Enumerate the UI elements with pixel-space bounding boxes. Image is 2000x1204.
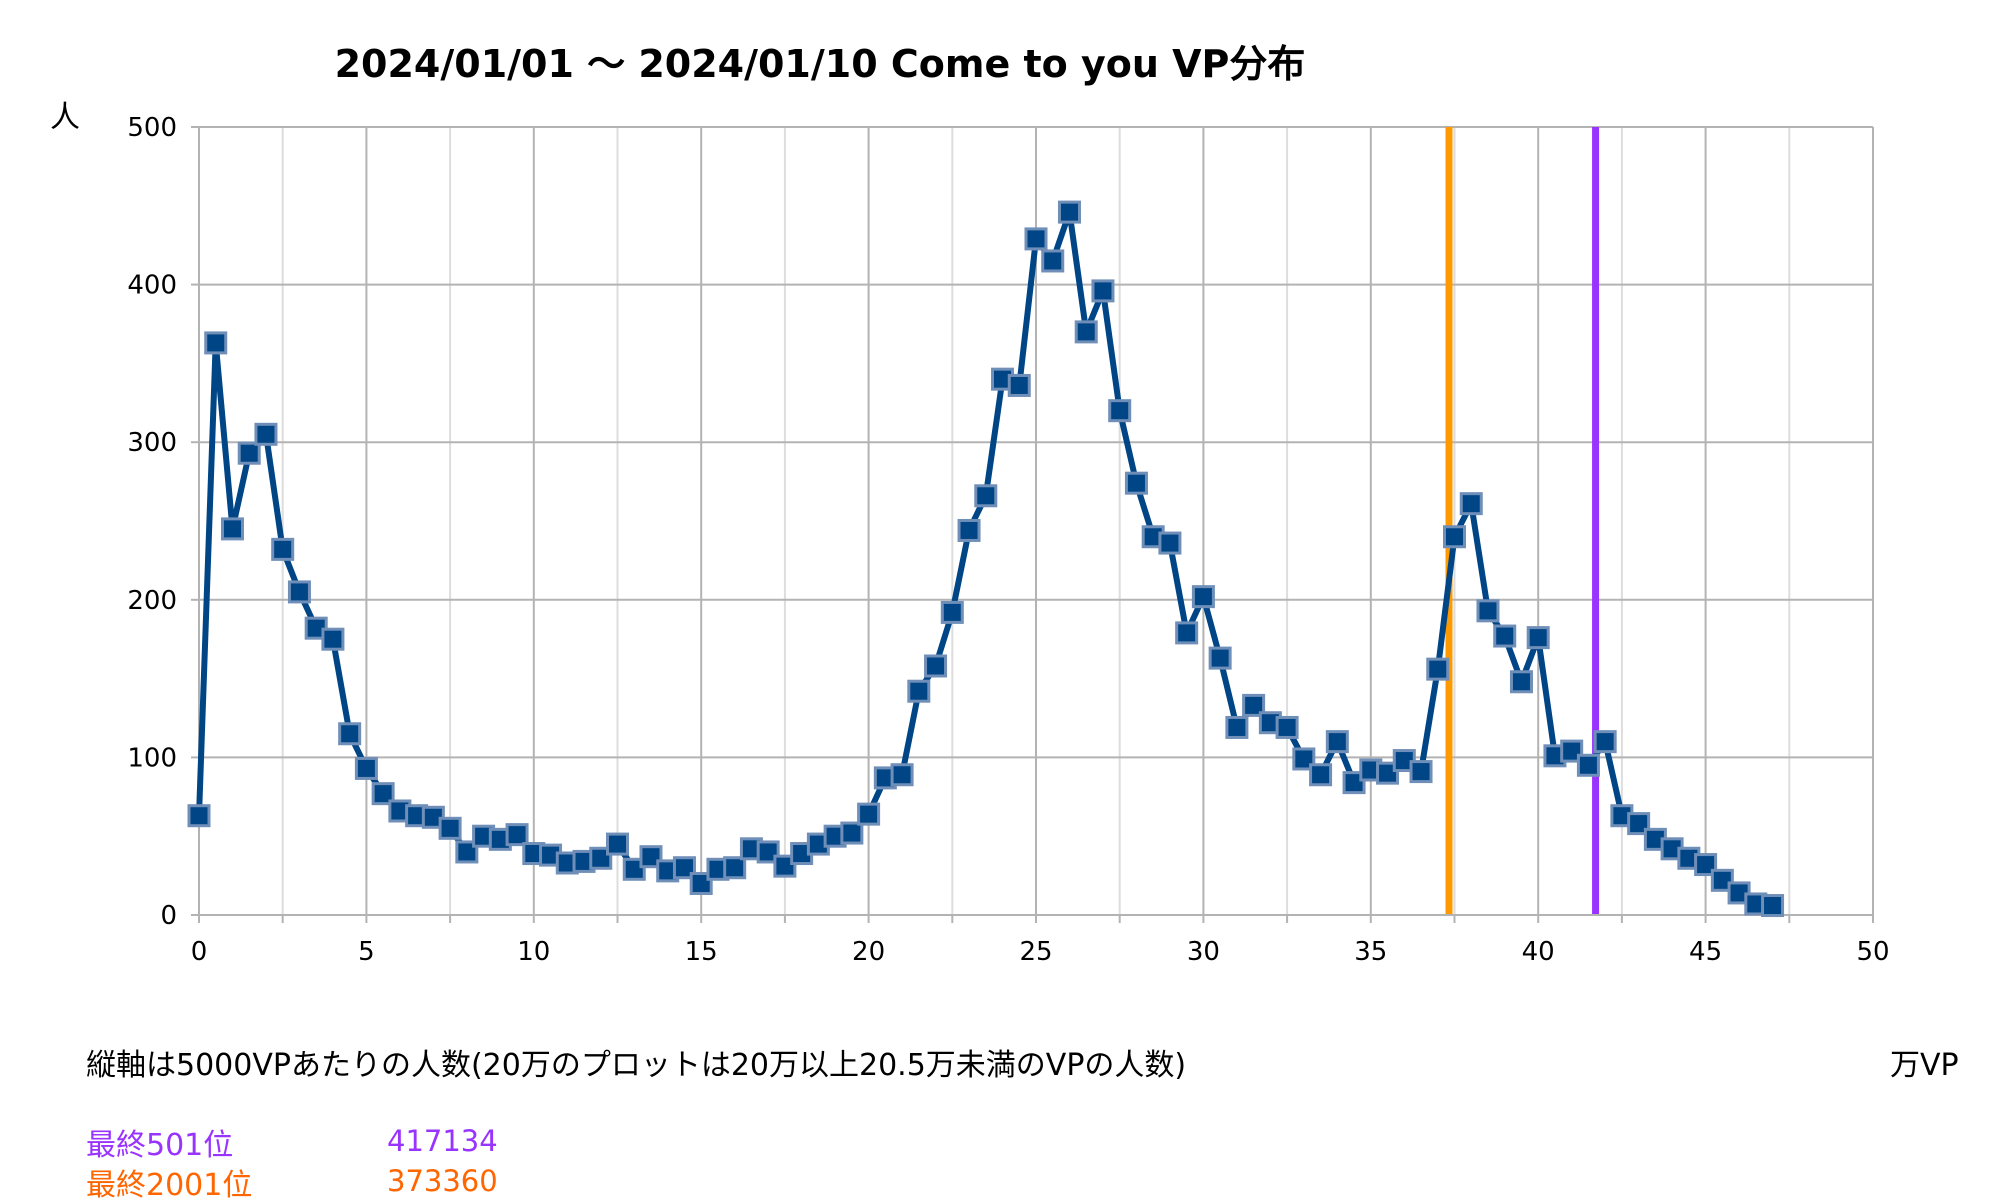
rank-2001-label: 最終2001位 [86, 1168, 253, 1203]
data-point [1309, 763, 1333, 787]
y-tick-label: 400 [127, 271, 177, 301]
data-point [1459, 492, 1483, 516]
data-point [1627, 812, 1651, 836]
data-point [672, 856, 696, 880]
y-tick-label: 200 [127, 586, 177, 616]
data-point [271, 537, 295, 561]
data-point [622, 857, 646, 881]
data-point [505, 823, 529, 847]
data-point [940, 600, 964, 624]
data-point [1593, 730, 1617, 754]
data-point [1409, 760, 1433, 784]
data-point [204, 331, 228, 355]
data-point [1493, 624, 1517, 648]
data-point [1576, 753, 1600, 777]
x-tick-label: 40 [1522, 937, 1555, 967]
data-point [907, 679, 931, 703]
y-axis-label: 人 [50, 100, 80, 135]
rank-2001-value: 373360 [387, 1164, 498, 1198]
y-tick-label: 0 [160, 901, 177, 931]
data-point [589, 846, 613, 870]
data-point [1057, 200, 1081, 224]
data-point [890, 763, 914, 787]
x-axis-unit-label: 万VP [1890, 1048, 1959, 1083]
data-point [1761, 894, 1785, 918]
data-point [438, 816, 462, 840]
axis-note: 縦軸は5000VPあたりの人数(20万のプロットは20万以上20.5万未満のVP… [86, 1048, 1187, 1083]
data-point [287, 580, 311, 604]
data-point [1325, 730, 1349, 754]
data-point [1208, 646, 1232, 670]
x-tick-label: 5 [358, 937, 375, 967]
data-point [1342, 771, 1366, 795]
x-tick-label: 0 [191, 937, 208, 967]
data-point [1191, 585, 1215, 609]
rank-501-label: 最終501位 [86, 1128, 234, 1163]
series-polyline [196, 209, 1773, 909]
data-point [1158, 531, 1182, 555]
x-tick-label: 25 [1019, 937, 1052, 967]
data-point [857, 802, 881, 826]
data-point [338, 722, 362, 746]
data-point [639, 845, 663, 869]
data-point [1560, 739, 1584, 763]
data-point [1376, 761, 1400, 785]
data-point [1426, 657, 1450, 681]
data-point [1225, 715, 1249, 739]
data-point [840, 821, 864, 845]
data-point [237, 441, 261, 465]
data-point [924, 654, 948, 678]
data-point [1242, 693, 1266, 717]
data-point [1074, 320, 1098, 344]
data-point [1526, 626, 1550, 650]
data-point [1091, 279, 1115, 303]
data-point [1443, 525, 1466, 549]
x-tick-labels: 0 5 10 15 20 25 30 35 40 45 50 [191, 937, 1890, 967]
data-point [1710, 868, 1734, 892]
data-point [723, 856, 747, 880]
x-tick-label: 20 [852, 937, 885, 967]
data-point [1108, 399, 1132, 423]
data-point [957, 518, 981, 542]
rank-501-value: 417134 [387, 1124, 498, 1158]
y-tick-label: 300 [127, 428, 177, 458]
reference-lines [1445, 127, 1600, 915]
x-tick-label: 30 [1187, 937, 1220, 967]
data-point [756, 840, 780, 864]
x-tick-label: 35 [1354, 937, 1387, 967]
x-tick-label: 10 [517, 937, 550, 967]
data-point [187, 804, 211, 828]
data-point [455, 840, 479, 864]
x-tick-label: 45 [1689, 937, 1722, 967]
data-point [606, 832, 629, 856]
data-point [1292, 747, 1316, 771]
y-tick-label: 100 [127, 743, 177, 773]
x-tick-label: 15 [685, 937, 718, 967]
y-tick-label: 500 [127, 113, 177, 143]
x-tick-label: 50 [1856, 937, 1889, 967]
data-point [354, 756, 378, 780]
data-point [1007, 373, 1031, 397]
data-point [321, 627, 345, 651]
data-point [1024, 227, 1048, 251]
data-point [371, 782, 395, 806]
data-point [1124, 471, 1148, 495]
data-point [1041, 249, 1065, 273]
data-point [773, 854, 797, 878]
y-tick-labels: 0 100 200 300 400 500 [127, 113, 177, 931]
data-point [689, 871, 713, 895]
data-point [1175, 621, 1199, 645]
data-point [254, 422, 278, 446]
data-point [1275, 715, 1299, 739]
data-point [1509, 670, 1533, 694]
data-point [1694, 853, 1718, 877]
data-point [974, 484, 998, 508]
chart-title: 2024/01/01 ～ 2024/01/10 Come to you VP分布 [335, 42, 1306, 86]
data-point [1476, 599, 1500, 623]
data-point [220, 517, 244, 541]
series-line [187, 200, 1785, 918]
